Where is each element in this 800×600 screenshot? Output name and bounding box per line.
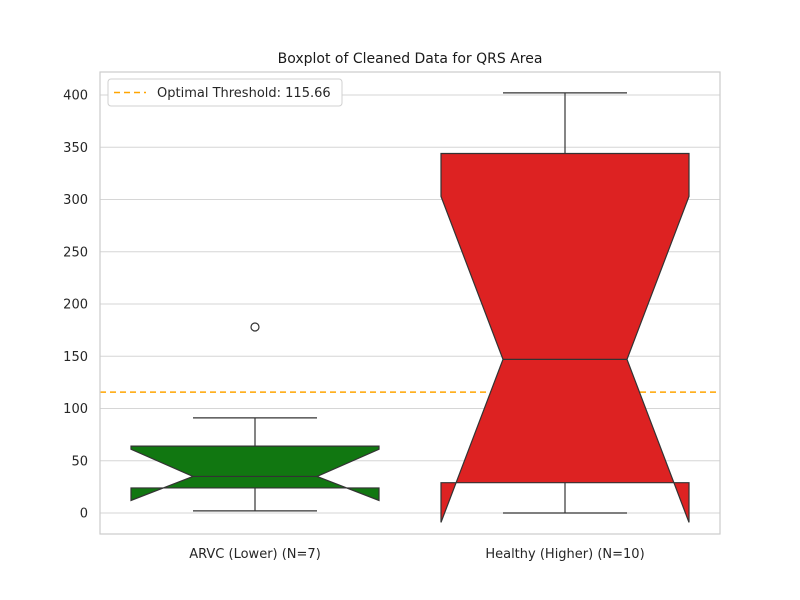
legend-box bbox=[107, 78, 343, 107]
box-layer bbox=[130, 92, 690, 523]
box-group bbox=[440, 92, 690, 523]
plot-frame bbox=[99, 71, 721, 535]
y-tick-label: 350 bbox=[63, 141, 88, 156]
y-tick-label: 200 bbox=[63, 298, 88, 313]
box-group bbox=[130, 322, 380, 512]
notched-box bbox=[440, 152, 690, 523]
y-tick-label: 150 bbox=[63, 350, 88, 365]
chart-title: Boxplot of Cleaned Data for QRS Area bbox=[278, 51, 543, 67]
y-tick-label: 400 bbox=[63, 89, 88, 104]
x-tick-label: ARVC (Lower) (N=7) bbox=[189, 547, 321, 562]
x-tick-label: Healthy (Higher) (N=10) bbox=[485, 547, 644, 562]
y-tick-label: 100 bbox=[63, 402, 88, 417]
x-tick-labels: ARVC (Lower) (N=7) Healthy (Higher) (N=10… bbox=[189, 547, 644, 562]
y-tick-label: 250 bbox=[63, 245, 88, 260]
y-tick-label: 50 bbox=[71, 454, 88, 469]
notched-box bbox=[130, 445, 380, 502]
legend-label: Optimal Threshold: 115.66 bbox=[157, 86, 331, 101]
legend: Optimal Threshold: 115.66 bbox=[107, 78, 343, 107]
y-tick-labels: 0 50 100 150 200 250 300 350 400 bbox=[63, 89, 88, 522]
y-tick-label: 300 bbox=[63, 193, 88, 208]
outlier-point bbox=[250, 322, 260, 332]
y-tick-label: 0 bbox=[80, 507, 88, 522]
